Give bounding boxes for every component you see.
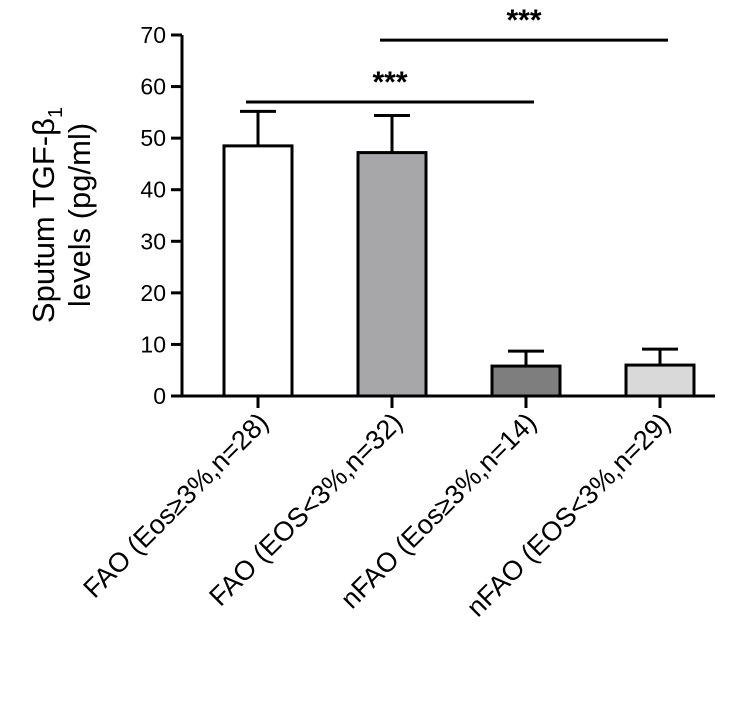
y-axis-title-line2: levels (pg/ml) bbox=[62, 123, 97, 307]
y-tick-label: 0 bbox=[153, 383, 166, 409]
y-tick-label: 40 bbox=[140, 177, 166, 203]
y-axis-title: Sputum TGF-β1 levels (pg/ml) bbox=[26, 107, 97, 323]
y-axis-title-subscript: 1 bbox=[45, 107, 67, 118]
y-tick-label: 20 bbox=[140, 280, 166, 306]
y-tick-label: 50 bbox=[140, 125, 166, 151]
svg-text:Sputum TGF-β1: Sputum TGF-β1 bbox=[26, 107, 67, 323]
bar bbox=[222, 144, 294, 398]
significance-label: *** bbox=[372, 66, 407, 99]
y-axis-title-line1: Sputum TGF-β bbox=[26, 118, 61, 323]
bar bbox=[624, 363, 696, 398]
bar bbox=[490, 364, 562, 398]
y-tick-label: 70 bbox=[140, 22, 166, 48]
y-tick-label: 60 bbox=[140, 74, 166, 100]
y-tick-label: 30 bbox=[140, 228, 166, 254]
y-tick-label: 10 bbox=[140, 331, 166, 357]
bar bbox=[356, 151, 428, 398]
significance-label: *** bbox=[506, 4, 541, 37]
